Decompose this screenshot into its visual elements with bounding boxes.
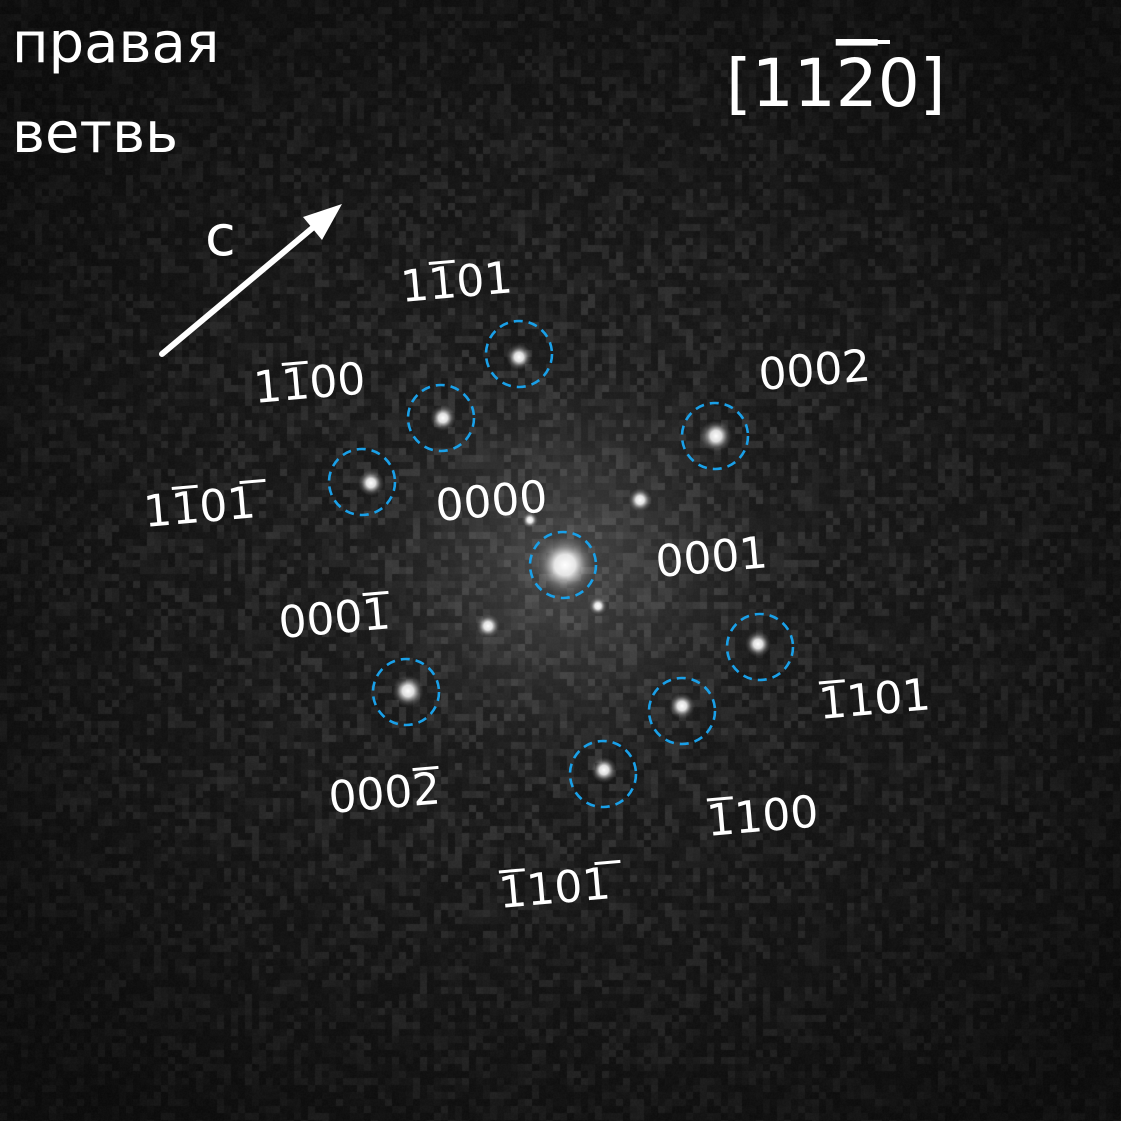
ring-m1100 [647, 676, 717, 746]
ring-1-100 [406, 383, 476, 453]
ring-1-10-1 [327, 447, 397, 517]
label-1-101: 1101 [399, 252, 515, 313]
label-1-100: 1100 [252, 353, 368, 414]
label-1-10-1: 1101 [142, 477, 266, 538]
label-m1101: 1101 [817, 669, 933, 730]
ring-0002 [680, 401, 750, 471]
c-axis-arrow [159, 204, 342, 357]
spot-1-100 [430, 405, 456, 431]
reflection-labels: 1101 1100 1101 0002 0000 [142, 252, 933, 919]
svg-text:1101: 1101 [399, 252, 515, 313]
label-0000: 0000 [434, 471, 550, 532]
spot-faint-1 [589, 597, 607, 615]
spots [358, 344, 771, 783]
spot-0002 [700, 420, 732, 452]
spot-0001 [628, 488, 652, 512]
label-000-2: 0002 [327, 763, 443, 824]
ring-000-2 [371, 657, 441, 727]
ring-1-101 [484, 319, 554, 389]
ring-m1101 [725, 612, 795, 682]
svg-text:1100: 1100 [252, 353, 368, 414]
spot-m1100 [669, 693, 695, 719]
svg-text:1101: 1101 [497, 858, 613, 919]
svg-text:0000: 0000 [434, 471, 550, 532]
svg-text:0001: 0001 [654, 527, 770, 588]
label-m110-1: 1101 [497, 858, 621, 919]
label-m1100: 1100 [705, 786, 821, 847]
spot-0000 [535, 535, 595, 595]
selection-rings [327, 319, 795, 809]
branch-label-line1: правая [12, 11, 219, 76]
spot-m1101 [745, 631, 771, 657]
svg-text:1100: 1100 [705, 786, 821, 847]
c-axis-label: c [205, 204, 236, 269]
label-0002: 0002 [757, 340, 873, 401]
svg-text:0002: 0002 [327, 763, 443, 824]
zone-axis-label: [1120] [726, 45, 945, 122]
arrow-shaft [159, 217, 325, 357]
svg-text:1101: 1101 [817, 669, 933, 730]
spot-faint-2 [522, 512, 538, 528]
label-0001: 0001 [654, 527, 770, 588]
spot-m110-1 [591, 757, 617, 783]
spot-000-1 [476, 614, 500, 638]
branch-label-line2: ветвь [12, 101, 178, 166]
svg-text:0002: 0002 [757, 340, 873, 401]
spot-1-101 [506, 344, 532, 370]
ring-0000 [528, 530, 598, 600]
spot-1-10-1 [358, 470, 384, 496]
label-000-1: 0001 [277, 588, 393, 649]
svg-text:1101: 1101 [142, 477, 258, 538]
arrow-head-icon [303, 204, 342, 240]
spot-000-2 [392, 675, 424, 707]
ring-m110-1 [568, 739, 638, 809]
svg-text:0001: 0001 [277, 588, 393, 649]
